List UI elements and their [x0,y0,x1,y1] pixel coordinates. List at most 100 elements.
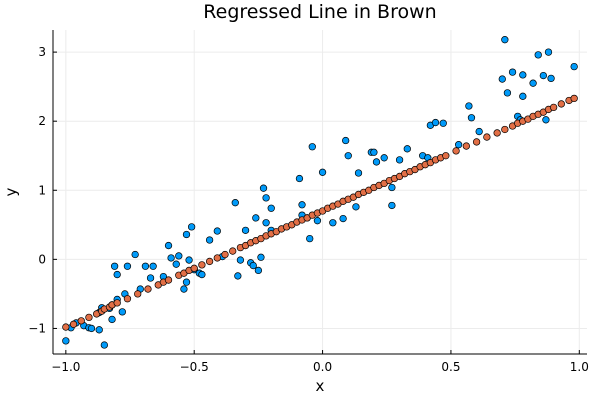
observed-point [498,75,506,83]
regressed-point [190,264,198,272]
observed-point [508,68,517,76]
observed-point [185,256,193,264]
observed-point [234,272,242,280]
observed-point [254,266,263,275]
observed-point [439,119,447,127]
y-axis-label: y [2,187,20,196]
regressed-point [452,147,460,155]
observed-point [167,254,175,262]
observed-point [198,270,206,279]
axis-ticks [53,51,580,354]
observed-point [267,204,275,212]
observed-point [146,274,155,282]
observed-point [403,145,411,153]
regressed-point [85,313,93,322]
regressed-point [213,254,221,262]
x-tick-label: 0.5 [441,360,460,374]
observed-point [259,184,268,192]
regressed-point [501,125,509,134]
observed-point [454,141,463,149]
observed-point [542,116,550,124]
observed-point [380,154,388,162]
observed-point [519,71,527,79]
y-tick-label: 0 [38,252,46,266]
regressed-point [221,250,229,259]
observed-point [182,230,191,239]
observed-point [539,71,548,80]
regressed-point [483,133,491,141]
tick-labels: −1.0 −0.5 0.0 0.5 1.0 −1 0 1 2 3 [28,45,589,374]
regressed-point [123,295,132,303]
regressed-point [69,320,78,328]
regressed-point [77,317,85,325]
observed-point [249,261,257,270]
observed-point [123,262,132,270]
observed-point [213,227,221,235]
y-tick-label: −1 [28,321,46,335]
observed-point [187,223,196,231]
observed-point [87,324,96,333]
observed-point [141,262,150,270]
observed-point [205,236,214,244]
x-tick-label: 1.0 [570,360,589,374]
observed-point [313,217,322,225]
regressed-point [442,152,450,160]
observed-point [262,219,270,227]
grid-lines [53,30,587,354]
x-tick-label: −1.0 [51,360,80,374]
regressed-point [557,100,565,108]
observed-point [339,214,347,223]
observed-point [131,250,139,259]
observed-point [308,143,316,151]
observed-point [370,148,378,156]
observed-point [241,226,250,234]
observed-point [110,262,119,270]
regressed-point [205,257,214,266]
chart-title: Regressed Line in Brown [203,1,436,23]
regressed-point [229,247,237,255]
observed-point [465,102,473,110]
observed-point [262,194,270,202]
observed-point [95,326,103,334]
observed-point [172,260,180,268]
observed-point [295,174,304,183]
regressed-point [144,285,152,293]
observed-point [182,278,191,286]
observed-point [519,92,527,100]
observed-point [501,36,509,44]
observed-point [108,315,116,324]
observed-point [180,285,188,293]
observed-point [534,51,542,59]
observed-point [149,262,157,270]
observed-point [354,169,363,177]
observed-point [100,341,108,349]
observed-point [529,79,537,87]
observed-point [372,158,381,166]
regressed-point [462,142,470,150]
observed-point [175,252,183,260]
regressed-point [472,138,481,146]
observed-point [298,201,306,209]
x-tick-label: −0.5 [180,360,209,374]
observed-point [231,199,239,207]
y-tick-label: 2 [38,114,46,128]
regressed-point [549,103,558,112]
observed-point [395,156,404,164]
data-points [62,36,578,349]
observed-point [164,241,173,250]
observed-point [570,62,578,71]
observed-series [62,36,578,349]
y-tick-label: 1 [38,183,46,197]
observed-point [544,48,553,56]
observed-point [318,168,327,176]
observed-point [467,114,476,122]
regressed-point [134,290,142,298]
observed-point [352,203,360,211]
observed-point [118,308,126,316]
regressed-point [198,261,206,269]
x-axis-label: x [316,377,325,395]
regressed-point [570,94,578,103]
observed-point [342,136,350,145]
observed-point [475,127,483,136]
